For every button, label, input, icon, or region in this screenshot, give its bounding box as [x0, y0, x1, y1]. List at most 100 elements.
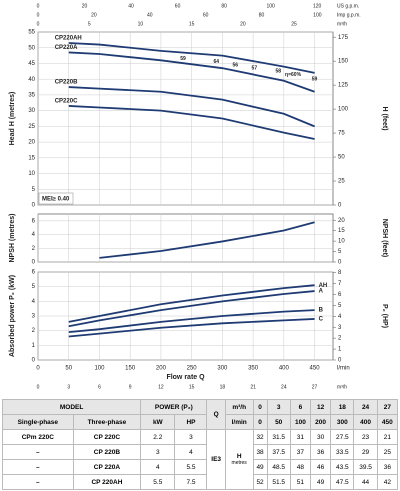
y-axis-title: Absorbed power P₂ (kW): [9, 275, 16, 357]
y-tick-label: 50: [28, 45, 35, 51]
y-tick-label: 20: [28, 140, 35, 146]
y-tick-label: 0: [32, 203, 36, 209]
charts: 0510152025303540455055025507510012515017…: [9, 3, 388, 390]
series-label: AH: [319, 283, 328, 289]
table-cell: 33.5: [330, 444, 355, 460]
table-cell: 44: [353, 474, 378, 490]
unit: metres: [231, 460, 247, 466]
table-cell: 32: [252, 429, 268, 445]
table-cell: 31: [289, 429, 312, 445]
bottom-tick-label: 9: [129, 384, 132, 390]
note-box: [38, 192, 74, 205]
table-cell: 51: [289, 474, 312, 490]
y-tick-label: 10: [28, 171, 35, 177]
table-cell: 21: [376, 429, 399, 445]
y2-tick-label: 125: [338, 83, 349, 89]
top-tick-label: 10: [138, 21, 144, 27]
table-cell: 3: [266, 399, 291, 415]
x-tick-label: 0: [36, 366, 40, 372]
table-cell: 49: [309, 474, 332, 490]
table-cell: MODEL: [1, 399, 142, 415]
top-tick-label: 100: [313, 12, 322, 18]
table-cell: 29: [353, 444, 378, 460]
efficiency-label: 59: [180, 56, 186, 62]
curve: [68, 42, 315, 74]
table-cell: 2.2: [140, 429, 176, 445]
table-cell: 36: [376, 459, 399, 475]
top-tick-label: 20: [91, 12, 97, 18]
y-tick-label: 25: [28, 124, 35, 130]
table-cell: –: [2, 459, 74, 475]
top-tick-label: 20: [82, 3, 88, 9]
table-cell: 48: [289, 459, 312, 475]
y2-axis-title: H (feet): [381, 106, 388, 130]
y-tick-label: 4: [32, 299, 36, 305]
y-tick-label: 55: [28, 30, 35, 36]
y-tick-label: 6: [32, 218, 36, 224]
table-cell: Q: [206, 399, 226, 430]
y2-tick-label: 50: [338, 155, 345, 161]
x-unit: l/min: [337, 366, 350, 372]
x-tick-label: 300: [217, 366, 228, 372]
table-cell: 36: [309, 444, 332, 460]
bottom-tick-label: 24: [281, 384, 287, 390]
table-cell: 27: [376, 399, 399, 415]
x-tick-label: 200: [156, 366, 167, 372]
top-tick-label: 25: [291, 21, 297, 27]
top-tick-label: 60: [175, 3, 181, 9]
bottom-tick-label: 3: [67, 384, 70, 390]
table-cell: IE3: [206, 429, 226, 490]
table-row: – CP 220B 3 4 38 37.5 37 36 33.5 29 25: [2, 444, 399, 460]
table-cell: Three-phase: [72, 414, 142, 430]
top-tick-label: 0: [37, 21, 40, 27]
table-cell: –: [2, 444, 74, 460]
y2-tick-label: 5: [338, 249, 342, 255]
table-cell: 52: [252, 474, 268, 490]
table-cell: 6: [289, 399, 312, 415]
y-tick-label: 5: [32, 187, 36, 193]
bottom-tick-label: 15: [189, 384, 195, 390]
y2-tick-label: 4: [338, 314, 342, 320]
y-tick-label: 40: [28, 77, 35, 83]
y2-tick-label: 0: [338, 358, 342, 364]
top-tick-label: 5: [88, 21, 91, 27]
top-tick-label: 80: [221, 3, 227, 9]
table-cell: 0: [252, 399, 268, 415]
curve: [68, 309, 315, 334]
series-label: CP220AH: [55, 36, 82, 42]
x-tick-label: 350: [248, 366, 259, 372]
y-tick-label: 2: [32, 246, 36, 252]
curve: [68, 86, 315, 128]
table-cell: 31.5: [266, 429, 291, 445]
table-cell: 5.5: [140, 474, 176, 490]
table-cell: 0: [252, 414, 268, 430]
x-tick-label: 150: [125, 366, 136, 372]
y2-tick-label: 15: [338, 228, 345, 234]
table-cell: 27.5: [330, 429, 355, 445]
top-tick-label: 20: [240, 21, 246, 27]
table-cell: Single-phase: [2, 414, 74, 430]
top-tick-label: 40: [147, 12, 153, 18]
table-cell: 450: [376, 414, 399, 430]
table-cell: 100: [289, 414, 312, 430]
table-cell: POWER (P₂): [140, 399, 208, 415]
table-cell: 47.5: [330, 474, 355, 490]
y-axis-title: Head H (metres): [9, 92, 16, 146]
bottom-tick-label: 0: [37, 384, 40, 390]
y2-tick-label: 3: [338, 325, 342, 331]
table-cell: 3: [140, 444, 176, 460]
table-cell: 24: [353, 399, 378, 415]
curve: [68, 290, 315, 328]
y-tick-label: 35: [28, 92, 35, 98]
y-tick-label: 30: [28, 108, 35, 114]
curve: [68, 51, 315, 93]
table-cell: CP 220A: [72, 459, 142, 475]
y2-tick-label: 150: [338, 59, 349, 65]
table-cell: 48.5: [266, 459, 291, 475]
table-cell: 25: [376, 444, 399, 460]
table-cell: 23: [353, 429, 378, 445]
top-axis-unit: US g.p.m.: [337, 3, 359, 9]
